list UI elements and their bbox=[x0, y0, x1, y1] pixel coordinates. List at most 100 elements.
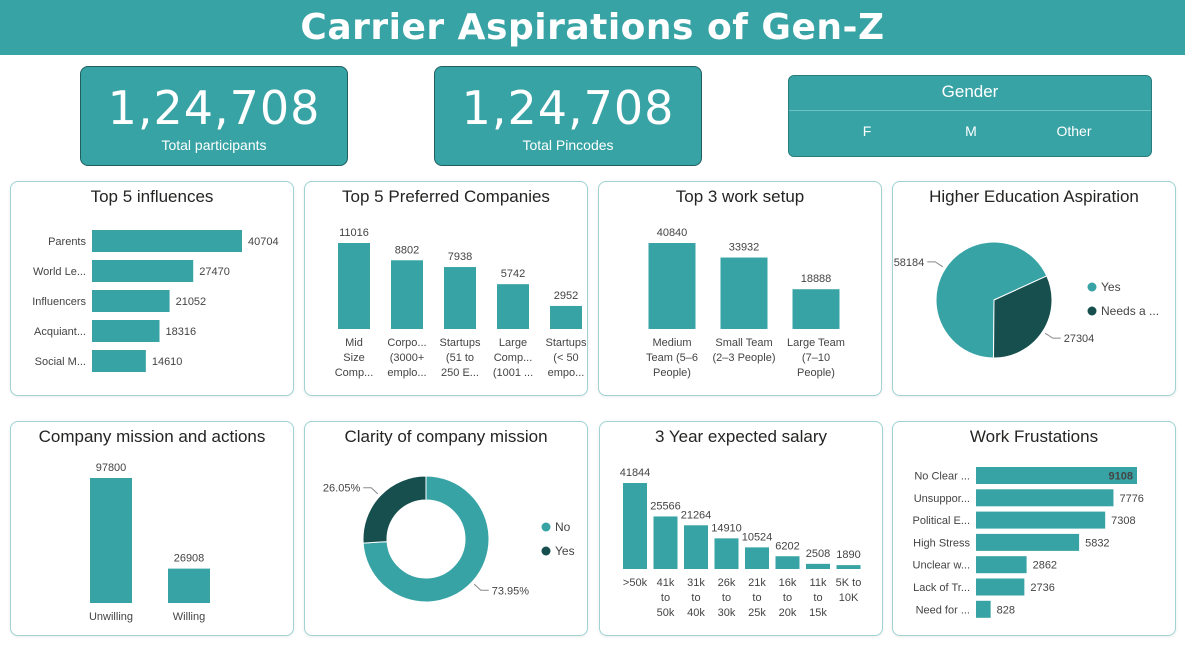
data-label: 7938 bbox=[448, 251, 472, 263]
category-label: to bbox=[813, 592, 822, 604]
legend-label: No bbox=[555, 520, 571, 534]
bar bbox=[92, 290, 170, 312]
bar bbox=[721, 258, 768, 329]
card-influences: Top 5 influences Parents 40704 World Le...… bbox=[10, 181, 294, 396]
bar bbox=[550, 306, 582, 329]
data-label: 5832 bbox=[1085, 537, 1109, 549]
bar bbox=[715, 538, 739, 569]
category-label: 16k bbox=[779, 577, 797, 589]
data-label: 58184 bbox=[894, 257, 925, 269]
bar bbox=[793, 289, 840, 329]
chart-worksetup: 40840MediumTeam (5–6People)33932Small Te… bbox=[599, 182, 881, 395]
category-label: Social M... bbox=[35, 356, 86, 368]
data-label: 26.05% bbox=[323, 483, 361, 495]
data-label: 97800 bbox=[96, 462, 127, 474]
leader-line bbox=[363, 488, 378, 494]
bar bbox=[92, 260, 193, 282]
data-label: 2508 bbox=[806, 548, 830, 560]
chart-clarity: 73.95%26.05%NoYes bbox=[305, 422, 587, 635]
data-label: 2862 bbox=[1033, 560, 1057, 572]
legend-marker bbox=[542, 547, 551, 556]
data-label: 25566 bbox=[650, 500, 681, 512]
kpi-label: Total Pincodes bbox=[435, 137, 701, 153]
header-bar: Carrier Aspirations of Gen-Z bbox=[0, 0, 1185, 55]
bar bbox=[168, 569, 210, 603]
category-label: Startups bbox=[440, 337, 481, 349]
category-label: Influencers bbox=[32, 296, 86, 308]
card-salary: 3 Year expected salary 41844 >50k 25566 41k… bbox=[599, 421, 883, 636]
bar bbox=[90, 478, 132, 603]
category-label: emplo... bbox=[387, 367, 426, 379]
page-title: Carrier Aspirations of Gen-Z bbox=[300, 7, 884, 48]
data-label: 27470 bbox=[199, 266, 230, 278]
category-label: Unsuppor... bbox=[914, 493, 970, 505]
category-label: (51 to bbox=[446, 352, 474, 364]
chart-mission: 97800Unwilling26908Willing bbox=[11, 422, 293, 635]
category-label: Lack of Tr... bbox=[913, 582, 970, 594]
category-label: Large bbox=[499, 337, 527, 349]
category-label: 40k bbox=[687, 607, 705, 619]
category-label: 250 E... bbox=[441, 367, 479, 379]
slicer-option-f[interactable]: F bbox=[827, 123, 907, 139]
data-label: 18888 bbox=[801, 273, 832, 285]
legend-label: Yes bbox=[1101, 280, 1121, 294]
category-label: 50k bbox=[657, 607, 675, 619]
category-label: (2–3 People) bbox=[713, 352, 776, 364]
card-mission: Company mission and actions 97800 Unwilli… bbox=[10, 421, 294, 636]
data-label: 9108 bbox=[1109, 471, 1133, 483]
bar bbox=[444, 267, 476, 329]
data-label: 5742 bbox=[501, 268, 525, 280]
data-label: 26908 bbox=[174, 553, 205, 565]
chart-influences: Parents 40704 World Le... 27470 Influencers 2… bbox=[11, 182, 293, 395]
bar bbox=[976, 601, 991, 618]
data-label: 11016 bbox=[339, 227, 369, 239]
category-label: Team (5–6 bbox=[646, 352, 698, 364]
category-label: Need for ... bbox=[916, 604, 970, 616]
data-label: 2952 bbox=[554, 290, 578, 302]
category-label: >50k bbox=[623, 577, 648, 589]
category-label: Corpo... bbox=[387, 337, 426, 349]
data-label: 73.95% bbox=[492, 585, 530, 597]
category-label: (7–10 bbox=[802, 352, 830, 364]
bar bbox=[684, 525, 708, 569]
category-label: Large Team bbox=[787, 337, 845, 349]
category-label: 5K to bbox=[836, 577, 862, 589]
category-label: Medium bbox=[652, 337, 691, 349]
bar bbox=[745, 547, 769, 569]
legend-marker bbox=[1088, 307, 1097, 316]
card-highered: Higher Education Aspiration 58184 27304 Ye… bbox=[892, 181, 1176, 396]
bar bbox=[976, 512, 1105, 529]
category-label: 21k bbox=[748, 577, 766, 589]
category-label: 30k bbox=[718, 607, 736, 619]
slicer-option-m[interactable]: M bbox=[931, 123, 1011, 139]
category-label: Acquiant... bbox=[34, 326, 86, 338]
category-label: Mid bbox=[345, 337, 363, 349]
chart-highered: 5818427304YesNeeds a ... bbox=[893, 182, 1175, 395]
category-label: Comp... bbox=[494, 352, 533, 364]
bar bbox=[654, 516, 678, 569]
data-label: 21052 bbox=[176, 296, 207, 308]
category-label: (1001 ... bbox=[493, 367, 533, 379]
bar bbox=[92, 320, 159, 342]
data-label: 2736 bbox=[1030, 582, 1054, 594]
category-label: 25k bbox=[748, 607, 766, 619]
slicer-option-other[interactable]: Other bbox=[1034, 123, 1114, 139]
category-label: People) bbox=[797, 367, 835, 379]
leader-line bbox=[927, 262, 943, 267]
category-label: Small Team bbox=[715, 337, 772, 349]
category-label: Unwilling bbox=[89, 611, 133, 623]
category-label: empo... bbox=[548, 367, 585, 379]
data-label: 8802 bbox=[395, 244, 419, 256]
card-companies: Top 5 Preferred Companies 11016 Mid Size Co… bbox=[304, 181, 588, 396]
data-label: 6202 bbox=[775, 540, 799, 552]
card-frustrations: Work Frustations No Clear ... 9108 Unsuppo… bbox=[892, 421, 1176, 636]
category-label: Parents bbox=[48, 236, 86, 248]
category-label: 10K bbox=[839, 592, 859, 604]
bar bbox=[976, 579, 1024, 596]
chart-frustrations: No Clear ... 9108 Unsuppor... 7776 Political… bbox=[893, 422, 1175, 635]
slicer-title: Gender bbox=[789, 82, 1151, 106]
bar bbox=[837, 565, 861, 569]
leader-line bbox=[474, 584, 489, 590]
card-worksetup: Top 3 work setup 40840 Medium Team (5–6 Peo… bbox=[598, 181, 882, 396]
category-label: Unclear w... bbox=[913, 560, 970, 572]
